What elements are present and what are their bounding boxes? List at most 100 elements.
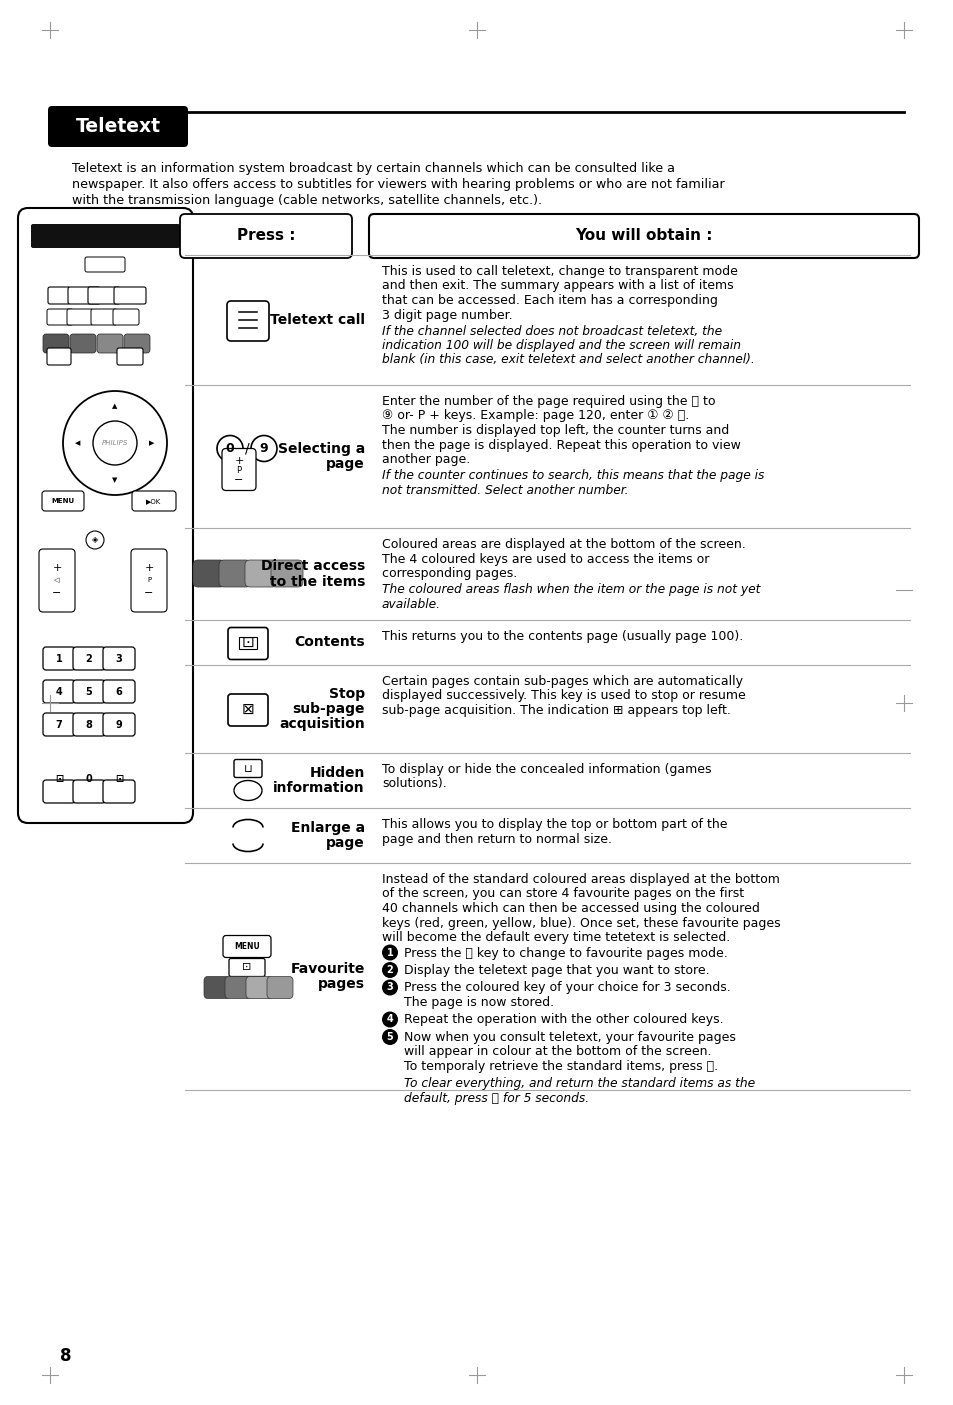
Text: Enlarge a: Enlarge a — [291, 821, 365, 835]
Text: 1: 1 — [386, 947, 393, 957]
Text: available.: available. — [381, 597, 440, 611]
FancyBboxPatch shape — [85, 257, 125, 273]
Text: 5: 5 — [86, 687, 92, 697]
Circle shape — [216, 436, 243, 461]
Text: Selecting a: Selecting a — [277, 443, 365, 457]
Text: that can be accessed. Each item has a corresponding: that can be accessed. Each item has a co… — [381, 294, 717, 308]
FancyBboxPatch shape — [112, 309, 139, 325]
Text: P: P — [236, 466, 241, 475]
Text: +: + — [144, 563, 153, 573]
FancyBboxPatch shape — [39, 549, 75, 613]
FancyBboxPatch shape — [43, 646, 75, 670]
Text: The page is now stored.: The page is now stored. — [403, 996, 554, 1009]
Text: page: page — [326, 457, 365, 471]
Text: blank (in this case, exit teletext and select another channel).: blank (in this case, exit teletext and s… — [381, 353, 754, 365]
FancyBboxPatch shape — [43, 334, 69, 353]
Text: Press :: Press : — [236, 229, 294, 243]
FancyBboxPatch shape — [124, 334, 150, 353]
Text: acquisition: acquisition — [279, 717, 365, 731]
Circle shape — [381, 1012, 397, 1027]
Text: another page.: another page. — [381, 452, 470, 466]
Text: sub-page acquisition. The indication ⊞ appears top left.: sub-page acquisition. The indication ⊞ a… — [381, 704, 730, 717]
Text: page: page — [326, 836, 365, 850]
Text: ▲: ▲ — [112, 403, 117, 409]
FancyBboxPatch shape — [103, 780, 135, 804]
Text: 40 channels which can then be accessed using the coloured: 40 channels which can then be accessed u… — [381, 902, 760, 915]
Text: Contents: Contents — [294, 635, 365, 649]
FancyBboxPatch shape — [103, 680, 135, 702]
Text: ⊡: ⊡ — [242, 962, 252, 972]
Text: Enter the number of the page required using the ⓮ to: Enter the number of the page required us… — [381, 395, 715, 407]
Text: The coloured areas flash when the item or the page is not yet: The coloured areas flash when the item o… — [381, 583, 760, 597]
Text: ▶OK: ▶OK — [146, 497, 161, 504]
FancyBboxPatch shape — [369, 214, 918, 259]
Text: This is used to call teletext, change to transparent mode: This is used to call teletext, change to… — [381, 266, 737, 278]
FancyBboxPatch shape — [97, 334, 123, 353]
Text: default, press Ⓢ for 5 seconds.: default, press Ⓢ for 5 seconds. — [403, 1092, 589, 1104]
Text: with the transmission language (cable networks, satellite channels, etc.).: with the transmission language (cable ne… — [71, 194, 541, 207]
Text: −: − — [52, 589, 62, 599]
Circle shape — [381, 979, 397, 996]
FancyBboxPatch shape — [228, 694, 268, 726]
Text: Teletext is an information system broadcast by certain channels which can be con: Teletext is an information system broadc… — [71, 162, 675, 176]
Text: then the page is displayed. Repeat this operation to view: then the page is displayed. Repeat this … — [381, 438, 740, 451]
FancyBboxPatch shape — [132, 490, 175, 511]
Text: 3: 3 — [386, 982, 393, 992]
Text: The 4 coloured keys are used to access the items or: The 4 coloured keys are used to access t… — [381, 552, 709, 565]
FancyBboxPatch shape — [131, 549, 167, 613]
FancyBboxPatch shape — [233, 760, 262, 777]
Text: information: information — [274, 781, 365, 795]
FancyBboxPatch shape — [73, 646, 105, 670]
Text: Hidden: Hidden — [310, 766, 365, 780]
Text: 2: 2 — [386, 965, 393, 975]
Text: and then exit. The summary appears with a list of items: and then exit. The summary appears with … — [381, 280, 733, 292]
Text: 9: 9 — [259, 443, 268, 455]
FancyBboxPatch shape — [73, 780, 105, 804]
FancyBboxPatch shape — [43, 712, 75, 736]
FancyBboxPatch shape — [91, 309, 117, 325]
Text: ⊡: ⊡ — [114, 774, 123, 784]
Text: MENU: MENU — [51, 497, 74, 504]
Text: Teletext: Teletext — [75, 118, 160, 136]
Text: P: P — [147, 577, 151, 583]
FancyBboxPatch shape — [204, 976, 230, 999]
FancyBboxPatch shape — [113, 287, 146, 303]
Text: If the counter continues to search, this means that the page is: If the counter continues to search, this… — [381, 469, 763, 482]
FancyBboxPatch shape — [43, 680, 75, 702]
Text: Press the Ⓙ key to change to favourite pages mode.: Press the Ⓙ key to change to favourite p… — [403, 947, 727, 960]
FancyBboxPatch shape — [246, 976, 272, 999]
Text: 0: 0 — [86, 774, 92, 784]
FancyBboxPatch shape — [239, 636, 256, 649]
FancyBboxPatch shape — [48, 287, 70, 303]
FancyBboxPatch shape — [48, 105, 188, 148]
FancyBboxPatch shape — [271, 561, 303, 587]
Text: 7: 7 — [55, 719, 62, 731]
Text: 4: 4 — [55, 687, 62, 697]
Circle shape — [381, 944, 397, 961]
Text: ◀: ◀ — [75, 440, 81, 445]
Text: To display or hide the concealed information (games: To display or hide the concealed informa… — [381, 763, 711, 776]
FancyBboxPatch shape — [267, 976, 293, 999]
Text: −: − — [144, 589, 153, 599]
FancyBboxPatch shape — [229, 958, 265, 976]
Text: This returns you to the contents page (usually page 100).: This returns you to the contents page (u… — [381, 629, 742, 643]
Text: Now when you consult teletext, your favourite pages: Now when you consult teletext, your favo… — [403, 1031, 735, 1044]
FancyBboxPatch shape — [67, 309, 92, 325]
Text: not transmitted. Select another number.: not transmitted. Select another number. — [381, 483, 628, 496]
Text: Certain pages contain sub-pages which are automatically: Certain pages contain sub-pages which ar… — [381, 674, 742, 688]
Circle shape — [251, 436, 276, 461]
FancyBboxPatch shape — [70, 334, 96, 353]
Text: Direct access: Direct access — [260, 559, 365, 573]
Text: MENU: MENU — [233, 941, 259, 951]
Text: To clear everything, and return the standard items as the: To clear everything, and return the stan… — [403, 1078, 755, 1090]
Text: +: + — [234, 455, 243, 465]
Text: ◁: ◁ — [54, 577, 60, 583]
FancyBboxPatch shape — [18, 208, 193, 823]
Text: 6: 6 — [115, 687, 122, 697]
Circle shape — [92, 422, 137, 465]
Text: The number is displayed top left, the counter turns and: The number is displayed top left, the co… — [381, 424, 728, 437]
Text: This allows you to display the top or bottom part of the: This allows you to display the top or bo… — [381, 818, 727, 830]
FancyBboxPatch shape — [73, 680, 105, 702]
Text: 3: 3 — [115, 653, 122, 665]
Text: keys (red, green, yellow, blue). Once set, these favourite pages: keys (red, green, yellow, blue). Once se… — [381, 916, 780, 930]
